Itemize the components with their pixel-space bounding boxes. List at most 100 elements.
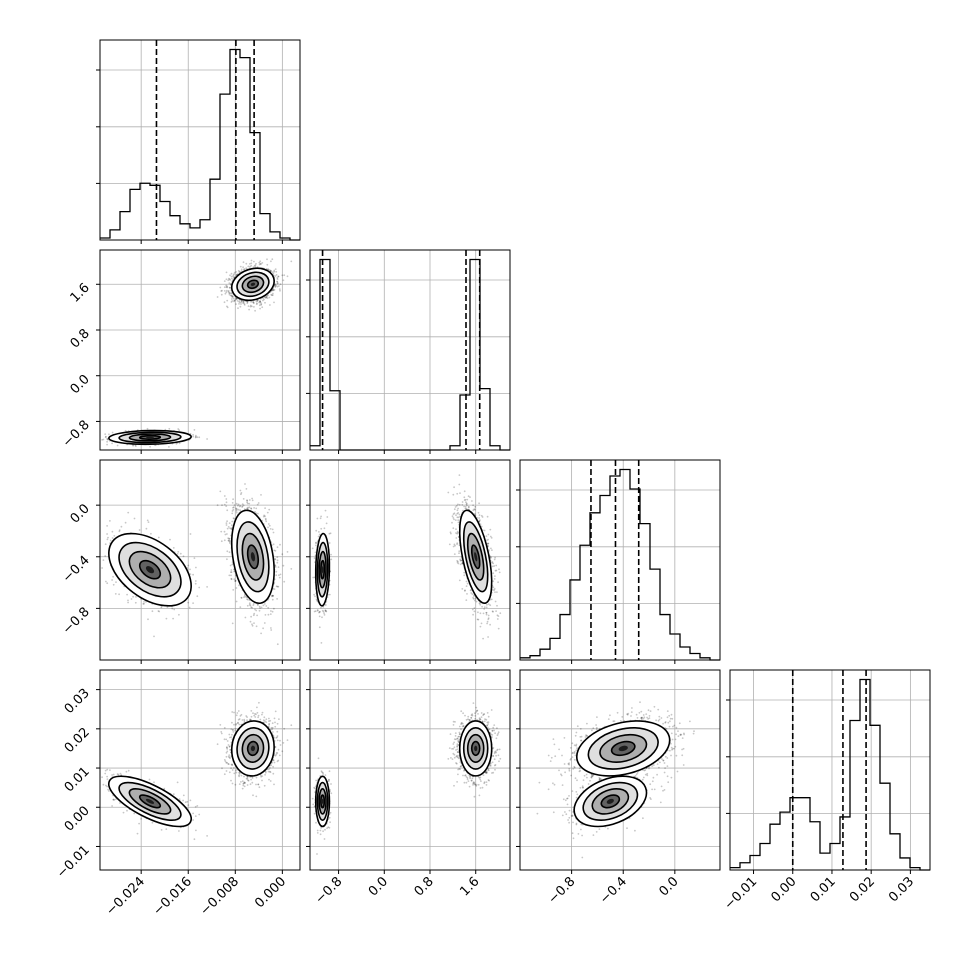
sample-point bbox=[225, 284, 228, 287]
sample-point bbox=[272, 594, 274, 597]
sample-point bbox=[237, 269, 240, 272]
sample-point bbox=[276, 280, 278, 283]
sample-point bbox=[132, 595, 135, 598]
sample-point bbox=[231, 520, 234, 523]
sample-point bbox=[266, 511, 269, 514]
sample-point bbox=[231, 502, 234, 504]
sample-point bbox=[142, 603, 145, 605]
sample-point bbox=[220, 530, 223, 533]
sample-point bbox=[274, 566, 277, 568]
contour-line bbox=[128, 550, 172, 589]
sample-point bbox=[230, 294, 232, 297]
sample-point bbox=[251, 305, 253, 308]
sample-point bbox=[166, 606, 169, 608]
sample-point bbox=[143, 601, 145, 603]
sample-point bbox=[196, 595, 199, 598]
sample-point bbox=[225, 278, 228, 281]
sample-point bbox=[270, 629, 273, 631]
sample-point bbox=[270, 260, 272, 263]
sample-point bbox=[102, 559, 105, 561]
sample-point bbox=[282, 279, 285, 282]
sample-point bbox=[216, 504, 219, 507]
sample-point bbox=[258, 304, 261, 307]
sample-point bbox=[271, 258, 274, 261]
panel-1-1 bbox=[306, 249, 511, 454]
sample-point bbox=[265, 295, 268, 298]
sample-point bbox=[256, 614, 258, 617]
sample-point bbox=[279, 573, 282, 576]
sample-point bbox=[277, 275, 280, 278]
sample-point bbox=[192, 434, 195, 436]
sample-point bbox=[106, 538, 109, 541]
sample-point bbox=[252, 301, 255, 304]
sample-point bbox=[143, 602, 145, 605]
sample-point bbox=[274, 558, 277, 561]
sample-point bbox=[227, 277, 230, 280]
sample-point bbox=[271, 610, 274, 613]
contour-line bbox=[241, 275, 265, 294]
sample-point bbox=[256, 503, 259, 506]
contour-line bbox=[108, 532, 192, 607]
sample-point bbox=[234, 580, 237, 582]
panel-2-0: −0.8−0.40.0 bbox=[60, 459, 301, 664]
sample-point bbox=[275, 585, 278, 588]
sample-point bbox=[127, 599, 129, 602]
sample-point bbox=[118, 593, 120, 596]
density-level bbox=[250, 282, 256, 286]
sample-point bbox=[247, 305, 250, 307]
sample-point bbox=[233, 570, 236, 573]
sample-point bbox=[270, 270, 272, 273]
sample-point bbox=[272, 289, 275, 292]
sample-point bbox=[248, 263, 251, 265]
sample-point bbox=[276, 643, 279, 646]
sample-point bbox=[270, 627, 272, 629]
sample-point bbox=[225, 522, 228, 524]
sample-point bbox=[134, 445, 137, 447]
sample-point bbox=[276, 277, 279, 279]
sample-point bbox=[238, 300, 241, 303]
sample-point bbox=[248, 602, 251, 605]
sample-point bbox=[223, 503, 226, 506]
sample-point bbox=[220, 293, 223, 296]
sample-point bbox=[263, 298, 265, 301]
sample-point bbox=[240, 301, 243, 303]
sample-point bbox=[106, 438, 109, 440]
sample-point bbox=[264, 515, 266, 518]
sample-point bbox=[273, 607, 275, 610]
sample-point bbox=[225, 501, 228, 504]
density-level bbox=[145, 436, 155, 439]
sample-point bbox=[271, 598, 274, 601]
sample-point bbox=[270, 610, 272, 612]
sample-point bbox=[260, 606, 263, 609]
sample-point bbox=[276, 585, 279, 588]
sample-point bbox=[153, 635, 155, 638]
sample-point bbox=[241, 505, 244, 508]
sample-point bbox=[274, 549, 277, 552]
sample-point bbox=[106, 533, 108, 535]
sample-point bbox=[264, 614, 267, 616]
sample-point bbox=[246, 502, 249, 505]
sample-point bbox=[246, 300, 249, 303]
sample-point bbox=[242, 498, 245, 500]
sample-point bbox=[235, 508, 238, 511]
sample-point bbox=[234, 579, 237, 582]
sample-point bbox=[240, 596, 243, 599]
sample-point bbox=[248, 502, 251, 505]
sample-point bbox=[189, 533, 192, 535]
sample-point bbox=[221, 504, 223, 507]
sample-point bbox=[234, 579, 237, 582]
y-tick-label: 0.0 bbox=[68, 501, 93, 526]
sample-point bbox=[254, 266, 257, 268]
sample-point bbox=[158, 610, 161, 613]
sample-point bbox=[230, 571, 232, 573]
sample-point bbox=[232, 498, 235, 501]
sample-point bbox=[124, 429, 127, 432]
sample-point bbox=[178, 442, 181, 445]
sample-point bbox=[112, 583, 115, 586]
sample-point bbox=[187, 601, 190, 604]
density-level bbox=[145, 566, 155, 574]
sample-point bbox=[242, 266, 245, 269]
sample-point bbox=[238, 271, 241, 273]
sample-point bbox=[225, 271, 228, 274]
sample-point bbox=[251, 624, 254, 627]
